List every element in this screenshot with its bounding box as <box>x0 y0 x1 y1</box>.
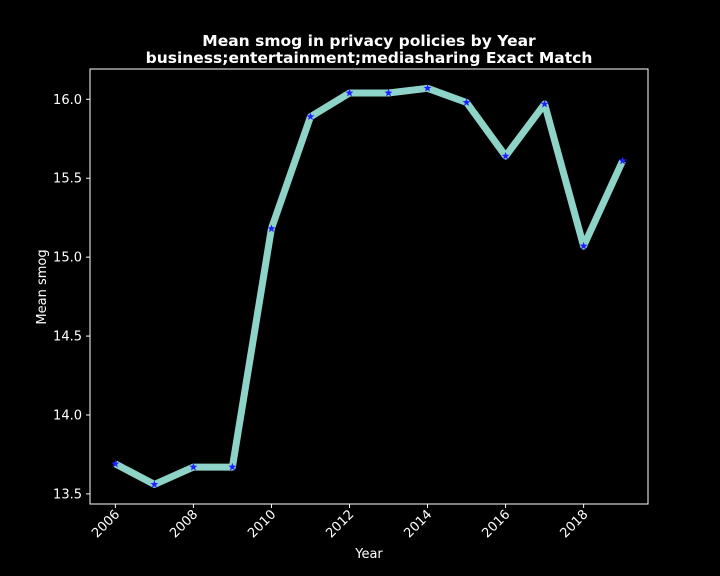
data-point <box>540 99 549 108</box>
y-tick-label: 16.0 <box>53 93 82 108</box>
y-tick-label: 14.0 <box>53 408 82 423</box>
series-line <box>113 84 626 488</box>
y-axis-label: Mean smog <box>35 249 50 324</box>
data-point <box>306 112 315 121</box>
data-point <box>384 88 393 97</box>
y-tick-label: 13.5 <box>53 487 82 502</box>
plot-frame <box>89 68 649 505</box>
y-axis: 13.5 14.0 14.5 15.0 15.5 16.0 <box>53 93 90 502</box>
chart-title: Mean smog in privacy policies by Year <box>202 32 536 50</box>
y-tick-label: 15.5 <box>53 172 82 187</box>
data-point <box>189 462 198 471</box>
data-point <box>501 151 510 160</box>
series-markers <box>111 84 627 488</box>
data-point <box>267 224 276 233</box>
y-tick-label: 15.0 <box>53 251 82 266</box>
x-axis-label: Year <box>354 547 383 562</box>
data-point <box>150 480 159 488</box>
chart-subtitle: business;entertainment;mediasharing Exac… <box>146 49 593 67</box>
data-point <box>228 462 237 471</box>
data-point <box>345 88 354 97</box>
data-point <box>618 156 627 165</box>
y-tick-label: 14.5 <box>53 330 82 345</box>
data-point <box>462 98 471 106</box>
data-point <box>423 84 432 92</box>
data-point <box>579 241 588 250</box>
data-point <box>111 459 120 468</box>
